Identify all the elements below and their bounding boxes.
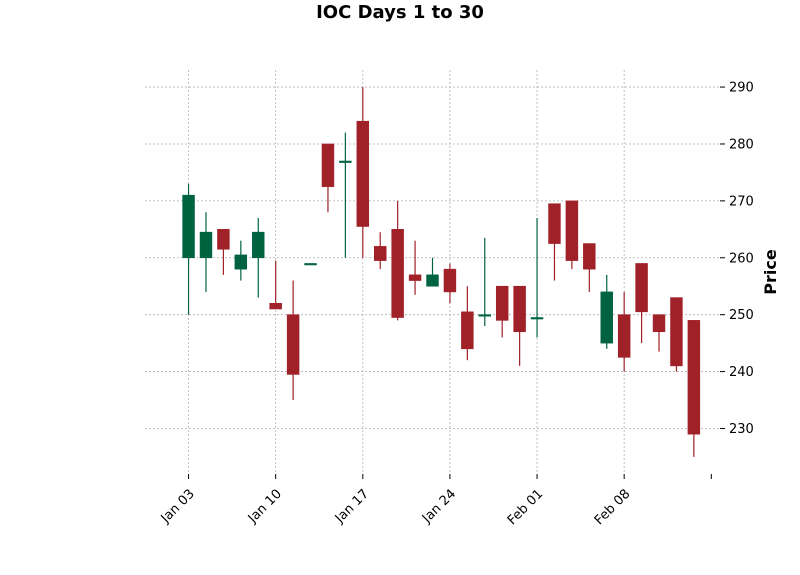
candle (426, 257, 439, 287)
candle (600, 274, 613, 349)
candle-body (600, 291, 613, 344)
candle (217, 229, 230, 275)
candle-body (286, 314, 300, 375)
candle (321, 143, 335, 213)
candle (530, 217, 544, 338)
x-tick-label: Jan 24 (419, 487, 459, 527)
y-tick-label: 260 (729, 251, 754, 266)
y-axis: 230 240 250 260 270 280 290 (720, 81, 754, 437)
candle (635, 263, 648, 344)
candle-body (321, 143, 335, 187)
candle (548, 203, 561, 281)
candle (583, 243, 596, 292)
candle-body (495, 285, 509, 321)
candle (286, 280, 300, 401)
y-tick-label: 280 (729, 137, 754, 152)
candle-body (199, 231, 213, 259)
candle-body (217, 229, 230, 250)
y-tick-label: 270 (729, 194, 754, 209)
y-axis-label: Price (761, 249, 780, 295)
candle-body (530, 317, 544, 320)
chart-title: IOC Days 1 to 30 (316, 2, 484, 23)
candle-body (565, 200, 579, 261)
candle-body (182, 194, 195, 259)
candle (391, 200, 404, 321)
candle (652, 314, 666, 352)
candle-body (304, 263, 317, 266)
candle-body (687, 320, 701, 435)
candle (408, 240, 422, 295)
candle (252, 217, 265, 298)
candle (356, 87, 370, 258)
candle (461, 286, 474, 361)
candle (374, 232, 387, 270)
candle (443, 263, 457, 304)
candle-body (252, 231, 265, 259)
x-tick-label: Jan 10 (245, 487, 285, 527)
candle-body (408, 274, 422, 281)
candle (617, 291, 631, 372)
candle-body (356, 120, 370, 227)
x-tick-label: Feb 08 (592, 487, 634, 529)
candle (269, 260, 282, 310)
candle-body (426, 274, 439, 287)
candle (687, 320, 701, 457)
candle-body (513, 285, 526, 333)
candle-body (443, 268, 457, 293)
y-tick-label: 250 (729, 308, 754, 323)
candle-body (583, 243, 596, 270)
candle (339, 132, 352, 258)
candle-body (548, 203, 561, 244)
candle (495, 285, 509, 338)
y-tick-label: 230 (729, 422, 754, 437)
candle-body (339, 160, 352, 163)
candle-body (670, 297, 683, 367)
candle (182, 183, 195, 315)
x-tick-label: Feb 01 (505, 487, 547, 529)
candle-body (234, 254, 248, 270)
candle (670, 297, 683, 372)
candle (234, 240, 248, 281)
candle-body (391, 229, 404, 318)
candle-body (269, 302, 282, 310)
x-axis: Jan 03 Jan 10 Jan 17 Jan 24 Feb 01 Feb 08 (158, 474, 712, 528)
candle (565, 200, 579, 270)
candle (478, 237, 491, 327)
candle-body (461, 311, 474, 350)
candle-body (635, 263, 648, 313)
candle-body (374, 246, 387, 261)
y-tick-label: 240 (729, 365, 754, 380)
candle (304, 263, 317, 266)
candle-body (652, 314, 666, 333)
candle-body (617, 314, 631, 358)
candle-body (478, 314, 491, 317)
y-tick-label: 290 (729, 81, 754, 96)
candle (513, 285, 526, 366)
candles (182, 87, 701, 457)
x-tick-label: Jan 03 (158, 487, 198, 527)
candle (199, 212, 213, 292)
x-tick-label: Jan 17 (332, 487, 372, 527)
